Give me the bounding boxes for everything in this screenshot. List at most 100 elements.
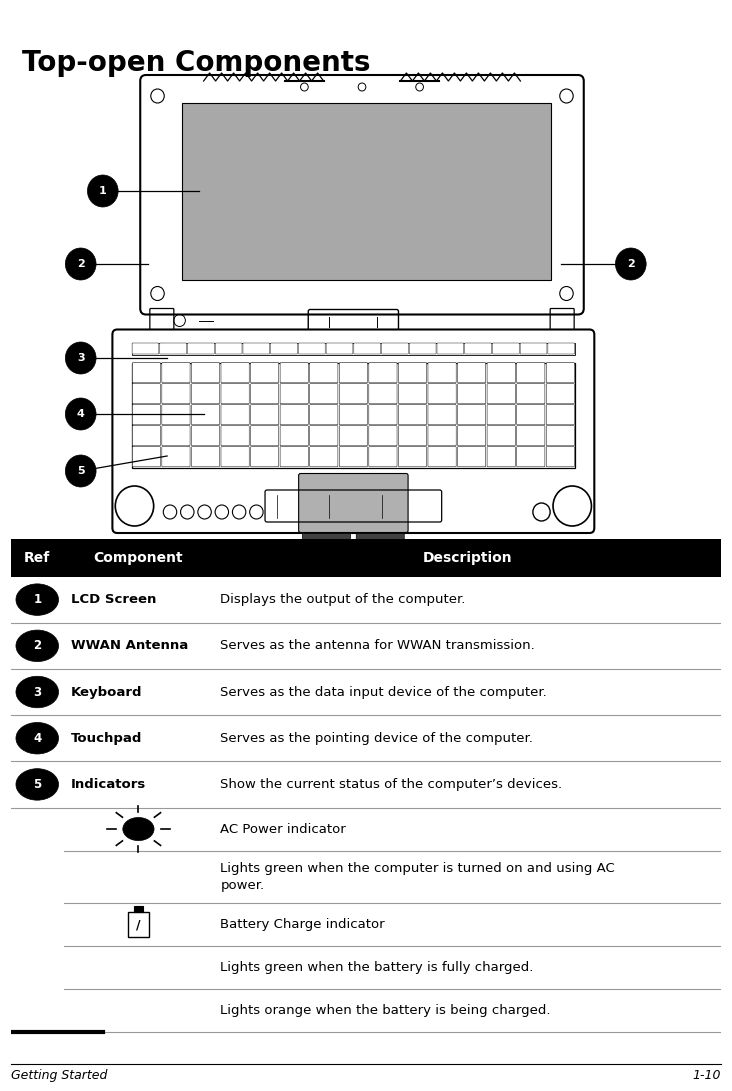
Text: 4: 4 (77, 409, 85, 419)
FancyBboxPatch shape (428, 362, 456, 383)
Text: 2: 2 (77, 259, 85, 269)
FancyBboxPatch shape (132, 446, 160, 467)
FancyBboxPatch shape (132, 384, 160, 404)
Circle shape (16, 722, 59, 754)
Circle shape (376, 552, 384, 561)
Text: Getting Started: Getting Started (11, 1069, 108, 1082)
FancyBboxPatch shape (221, 362, 249, 383)
Circle shape (616, 248, 646, 280)
Circle shape (16, 631, 59, 661)
FancyBboxPatch shape (517, 362, 545, 383)
FancyBboxPatch shape (398, 362, 427, 383)
FancyBboxPatch shape (517, 405, 545, 424)
Circle shape (123, 817, 154, 840)
FancyBboxPatch shape (437, 343, 464, 353)
FancyBboxPatch shape (546, 405, 575, 424)
Circle shape (65, 248, 96, 280)
Text: 4: 4 (33, 732, 42, 745)
FancyBboxPatch shape (428, 425, 456, 446)
FancyBboxPatch shape (250, 446, 279, 467)
FancyBboxPatch shape (162, 384, 190, 404)
Text: 2: 2 (627, 259, 635, 269)
FancyBboxPatch shape (546, 362, 575, 383)
Text: 3: 3 (77, 353, 84, 363)
Text: Description: Description (422, 551, 512, 565)
Circle shape (355, 552, 363, 561)
FancyBboxPatch shape (339, 362, 367, 383)
FancyBboxPatch shape (310, 362, 338, 383)
Text: AC Power indicator: AC Power indicator (220, 823, 346, 836)
Text: 1: 1 (99, 185, 107, 196)
FancyBboxPatch shape (487, 405, 515, 424)
FancyBboxPatch shape (428, 446, 456, 467)
FancyBboxPatch shape (191, 446, 220, 467)
FancyBboxPatch shape (132, 362, 160, 383)
FancyBboxPatch shape (221, 384, 249, 404)
FancyBboxPatch shape (458, 425, 486, 446)
FancyBboxPatch shape (113, 329, 594, 533)
Text: Component: Component (94, 551, 183, 565)
FancyBboxPatch shape (243, 343, 269, 353)
FancyBboxPatch shape (339, 425, 367, 446)
FancyBboxPatch shape (428, 384, 456, 404)
Text: Indicators: Indicators (70, 778, 146, 791)
FancyBboxPatch shape (369, 384, 397, 404)
FancyBboxPatch shape (546, 384, 575, 404)
FancyBboxPatch shape (250, 362, 279, 383)
Text: Lights green when the computer is turned on and using AC
power.: Lights green when the computer is turned… (220, 862, 615, 891)
FancyBboxPatch shape (310, 425, 338, 446)
FancyBboxPatch shape (280, 405, 308, 424)
Circle shape (65, 341, 96, 374)
Text: 3: 3 (33, 685, 41, 698)
FancyBboxPatch shape (221, 405, 249, 424)
FancyBboxPatch shape (398, 384, 427, 404)
Text: WWAN Antenna: WWAN Antenna (70, 639, 188, 652)
FancyBboxPatch shape (280, 425, 308, 446)
FancyBboxPatch shape (398, 425, 427, 446)
FancyBboxPatch shape (160, 343, 187, 353)
FancyBboxPatch shape (493, 343, 519, 353)
Circle shape (65, 398, 96, 430)
Circle shape (313, 552, 321, 561)
Text: Serves as the antenna for WWAN transmission.: Serves as the antenna for WWAN transmiss… (220, 639, 535, 652)
Text: 5: 5 (33, 778, 42, 791)
FancyBboxPatch shape (162, 405, 190, 424)
FancyBboxPatch shape (356, 533, 404, 548)
FancyBboxPatch shape (271, 343, 297, 353)
FancyBboxPatch shape (280, 446, 308, 467)
FancyBboxPatch shape (162, 446, 190, 467)
Text: Top-open Components: Top-open Components (22, 49, 370, 77)
FancyBboxPatch shape (141, 75, 583, 314)
Text: 1-10: 1-10 (692, 1069, 721, 1082)
FancyBboxPatch shape (221, 446, 249, 467)
FancyBboxPatch shape (326, 343, 353, 353)
Text: Ref: Ref (24, 551, 51, 565)
FancyBboxPatch shape (458, 362, 486, 383)
Text: 1: 1 (33, 594, 41, 607)
FancyBboxPatch shape (250, 405, 279, 424)
Text: Battery Charge indicator: Battery Charge indicator (220, 919, 385, 931)
FancyBboxPatch shape (162, 425, 190, 446)
Circle shape (87, 175, 118, 207)
FancyBboxPatch shape (191, 425, 220, 446)
FancyBboxPatch shape (132, 425, 160, 446)
FancyBboxPatch shape (517, 384, 545, 404)
FancyBboxPatch shape (310, 446, 338, 467)
FancyBboxPatch shape (487, 384, 515, 404)
FancyBboxPatch shape (299, 473, 408, 532)
Text: Displays the output of the computer.: Displays the output of the computer. (220, 594, 466, 607)
FancyBboxPatch shape (546, 446, 575, 467)
FancyBboxPatch shape (487, 446, 515, 467)
FancyBboxPatch shape (132, 405, 160, 424)
FancyBboxPatch shape (465, 343, 491, 353)
FancyBboxPatch shape (369, 405, 397, 424)
FancyBboxPatch shape (339, 405, 367, 424)
Text: Show the current status of the computer’s devices.: Show the current status of the computer’… (220, 778, 563, 791)
FancyBboxPatch shape (134, 906, 143, 912)
FancyBboxPatch shape (162, 362, 190, 383)
FancyBboxPatch shape (458, 405, 486, 424)
FancyBboxPatch shape (398, 405, 427, 424)
FancyBboxPatch shape (191, 384, 220, 404)
Text: LCD Screen: LCD Screen (70, 594, 156, 607)
Text: 5: 5 (77, 466, 84, 476)
